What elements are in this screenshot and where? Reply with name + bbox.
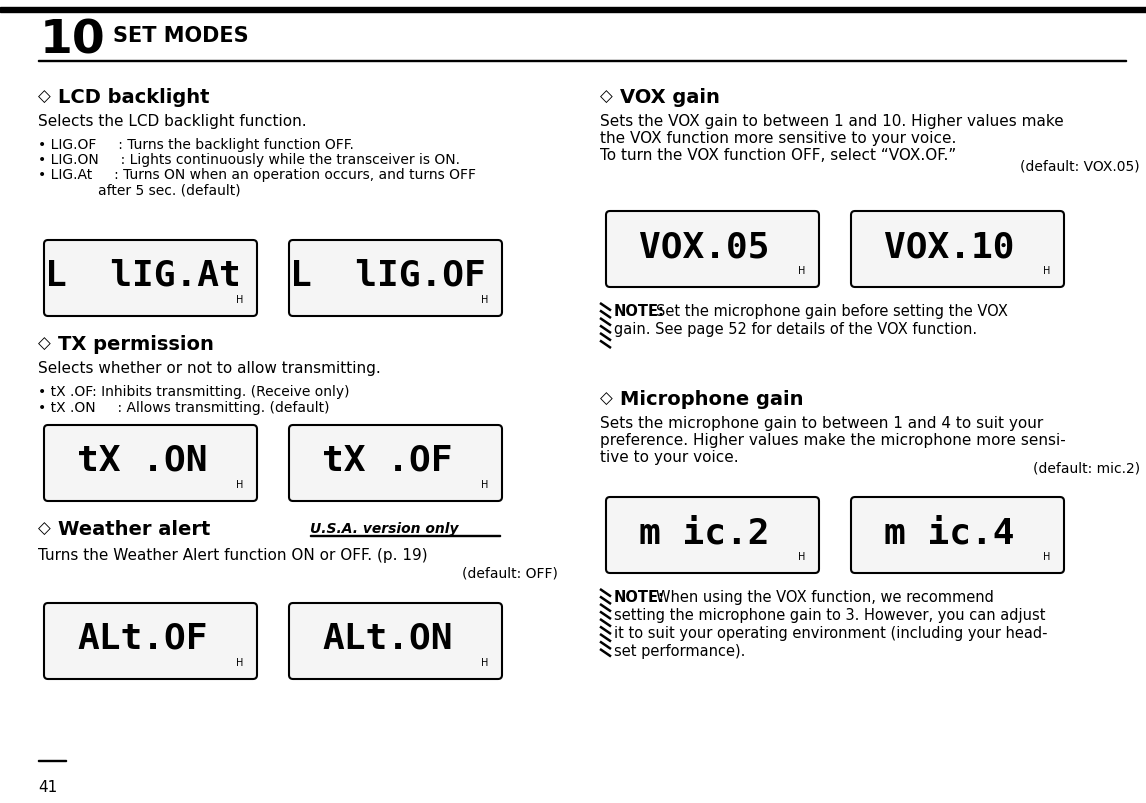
FancyBboxPatch shape bbox=[851, 497, 1063, 573]
Text: Set the microphone gain before setting the VOX: Set the microphone gain before setting t… bbox=[656, 304, 1007, 319]
Text: ◇: ◇ bbox=[601, 389, 613, 407]
Text: • LIG.At     : Turns ON when an operation occurs, and turns OFF: • LIG.At : Turns ON when an operation oc… bbox=[38, 168, 476, 181]
Text: Sets the VOX gain to between 1 and 10. Higher values make: Sets the VOX gain to between 1 and 10. H… bbox=[601, 114, 1063, 128]
Bar bbox=[311, 535, 500, 536]
Text: U.S.A. version only: U.S.A. version only bbox=[311, 521, 458, 536]
Text: NOTE:: NOTE: bbox=[614, 589, 665, 604]
Text: LCD backlight: LCD backlight bbox=[58, 88, 210, 107]
Text: after 5 sec. (default): after 5 sec. (default) bbox=[99, 183, 241, 197]
Text: L  lIG.At: L lIG.At bbox=[45, 259, 241, 292]
Text: VOX.05: VOX.05 bbox=[639, 230, 770, 263]
Text: m ic.2: m ic.2 bbox=[639, 516, 770, 549]
Text: the VOX function more sensitive to your voice.: the VOX function more sensitive to your … bbox=[601, 131, 957, 146]
Text: tX .ON: tX .ON bbox=[77, 443, 207, 478]
FancyBboxPatch shape bbox=[44, 241, 257, 316]
Text: • LIG.ON     : Lights continuously while the transceiver is ON.: • LIG.ON : Lights continuously while the… bbox=[38, 153, 460, 167]
Text: Turns the Weather Alert function ON or OFF. (p. 19): Turns the Weather Alert function ON or O… bbox=[38, 548, 427, 562]
Text: • LIG.OF     : Turns the backlight function OFF.: • LIG.OF : Turns the backlight function … bbox=[38, 138, 354, 152]
Text: TX permission: TX permission bbox=[58, 335, 214, 353]
FancyBboxPatch shape bbox=[289, 603, 502, 679]
Text: H: H bbox=[480, 295, 488, 304]
Text: ◇: ◇ bbox=[601, 88, 613, 106]
Text: NOTE:: NOTE: bbox=[614, 304, 665, 319]
Text: (default: OFF): (default: OFF) bbox=[462, 566, 558, 581]
Text: • tX .OF: Inhibits transmitting. (Receive only): • tX .OF: Inhibits transmitting. (Receiv… bbox=[38, 385, 350, 398]
Text: H: H bbox=[798, 266, 804, 275]
Text: H: H bbox=[236, 295, 243, 304]
Text: ◇: ◇ bbox=[38, 88, 50, 106]
Text: ◇: ◇ bbox=[38, 520, 50, 537]
Text: SET MODES: SET MODES bbox=[113, 26, 249, 46]
Text: gain. See page 52 for details of the VOX function.: gain. See page 52 for details of the VOX… bbox=[614, 321, 978, 336]
Text: H: H bbox=[1043, 266, 1050, 275]
Text: tive to your voice.: tive to your voice. bbox=[601, 450, 739, 464]
Text: • tX .ON     : Allows transmitting. (default): • tX .ON : Allows transmitting. (default… bbox=[38, 401, 330, 414]
Text: ALt.OF: ALt.OF bbox=[77, 622, 207, 655]
Text: set performance).: set performance). bbox=[614, 643, 745, 658]
Text: L  lIG.OF: L lIG.OF bbox=[290, 259, 486, 292]
FancyBboxPatch shape bbox=[289, 241, 502, 316]
Text: To turn the VOX function OFF, select “VOX.OF.”: To turn the VOX function OFF, select “VO… bbox=[601, 148, 956, 163]
Text: 41: 41 bbox=[38, 779, 57, 794]
Text: H: H bbox=[236, 479, 243, 489]
Text: H: H bbox=[798, 552, 804, 561]
Bar bbox=[38, 760, 66, 761]
FancyBboxPatch shape bbox=[289, 426, 502, 501]
FancyBboxPatch shape bbox=[851, 212, 1063, 287]
Text: H: H bbox=[480, 479, 488, 489]
Text: Microphone gain: Microphone gain bbox=[620, 389, 803, 409]
Text: Selects whether or not to allow transmitting.: Selects whether or not to allow transmit… bbox=[38, 361, 380, 376]
Bar bbox=[38, 60, 1127, 62]
Text: setting the microphone gain to 3. However, you can adjust: setting the microphone gain to 3. Howeve… bbox=[614, 607, 1045, 622]
Text: VOX gain: VOX gain bbox=[620, 88, 720, 107]
Text: (default: VOX.05): (default: VOX.05) bbox=[1020, 160, 1140, 173]
Text: ALt.ON: ALt.ON bbox=[322, 622, 453, 655]
FancyBboxPatch shape bbox=[606, 497, 819, 573]
Text: Sets the microphone gain to between 1 and 4 to suit your: Sets the microphone gain to between 1 an… bbox=[601, 415, 1043, 430]
FancyBboxPatch shape bbox=[44, 426, 257, 501]
Text: preference. Higher values make the microphone more sensi-: preference. Higher values make the micro… bbox=[601, 433, 1066, 447]
FancyBboxPatch shape bbox=[606, 212, 819, 287]
Text: Selects the LCD backlight function.: Selects the LCD backlight function. bbox=[38, 114, 307, 128]
Text: 10: 10 bbox=[40, 18, 105, 63]
Bar bbox=[0, 8, 1146, 13]
Text: Weather alert: Weather alert bbox=[58, 520, 211, 538]
Text: VOX.10: VOX.10 bbox=[885, 230, 1014, 263]
Text: H: H bbox=[480, 657, 488, 667]
Text: it to suit your operating environment (including your head-: it to suit your operating environment (i… bbox=[614, 626, 1047, 640]
Text: ◇: ◇ bbox=[38, 335, 50, 353]
FancyBboxPatch shape bbox=[44, 603, 257, 679]
Text: H: H bbox=[236, 657, 243, 667]
Text: (default: mic.2): (default: mic.2) bbox=[1033, 462, 1140, 475]
Text: H: H bbox=[1043, 552, 1050, 561]
Text: m ic.4: m ic.4 bbox=[885, 516, 1014, 549]
Text: When using the VOX function, we recommend: When using the VOX function, we recommen… bbox=[656, 589, 994, 604]
Text: tX .OF: tX .OF bbox=[322, 443, 453, 478]
